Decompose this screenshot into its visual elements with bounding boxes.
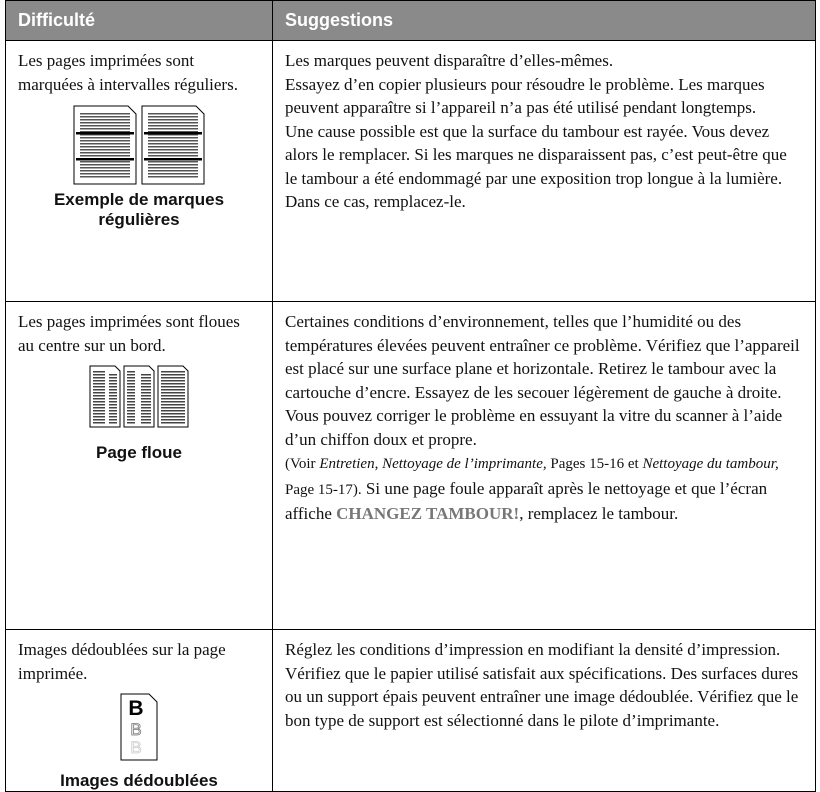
difficulty-text: Les pages imprimées sont floues au centr… — [18, 312, 240, 355]
header-cell: Difficulté — [5, 0, 273, 41]
paragraph: Dans ce cas, remplacez-le. — [285, 192, 466, 211]
suggestion-cell: Certaines conditions d’environnement, te… — [272, 301, 816, 630]
row: Les pages imprimées sont marquées à inte… — [5, 40, 816, 302]
illustration — [73, 105, 205, 185]
italic-text: Nettoyage de l’imprimante, — [382, 456, 547, 472]
italic-text: Entretien — [319, 456, 375, 472]
troubleshooting-table: Difficulté Suggestions Les pages imprimé… — [5, 0, 816, 792]
paragraph: (Voir Entretien, Nettoyage de l’impriman… — [285, 451, 803, 526]
text: , remplacez le tambour. — [519, 504, 679, 523]
paragraph: Essayez d’en copier plusieurs pour résou… — [285, 74, 765, 118]
paragraph: Une cause possible est que la surface du… — [285, 121, 787, 188]
bold-text: CHANGEZ TAMBOUR! — [336, 504, 520, 523]
caption: Images dédoublées — [60, 771, 218, 790]
text: Si une page foule apparaît après le nett… — [285, 478, 768, 524]
paragraph: Réglez les conditions d’impression en mo… — [285, 640, 799, 730]
text: , — [374, 456, 383, 472]
row: Images dédoublées sur la page imprimée. … — [5, 629, 816, 792]
illustration — [89, 365, 189, 428]
illustration-letter: B — [128, 697, 143, 720]
difficulty-cell: Les pages imprimées sont marquées à inte… — [5, 40, 273, 302]
text: Pages 15-16 et — [546, 456, 643, 472]
text: (Voir — [285, 456, 320, 472]
difficulty-text: Images dédoublées sur la page imprimée. — [18, 640, 226, 683]
difficulty-cell: Images dédoublées sur la page imprimée. … — [5, 629, 273, 792]
header-cell: Suggestions — [272, 0, 816, 41]
header-row: Difficulté Suggestions — [5, 0, 816, 41]
difficulty-text: Les pages imprimées sont marquées à inte… — [18, 51, 238, 94]
paragraph: Certaines conditions d’environnement, te… — [285, 312, 800, 449]
paragraph: Les marques peuvent disparaître d’elles-… — [285, 51, 614, 70]
caption: Exemple de marques régulières — [53, 190, 225, 229]
suggestion-cell: Les marques peuvent disparaître d’elles-… — [272, 40, 816, 302]
suggestion-cell: Réglez les conditions d’impression en mo… — [272, 629, 816, 792]
row: Les pages imprimées sont floues au centr… — [5, 301, 816, 630]
illustration-letter: B — [130, 720, 141, 739]
text: Page 15-17). — [285, 481, 362, 498]
caption: Page floue — [96, 443, 182, 462]
illustration-letter: B — [130, 738, 141, 757]
illustration: B B B — [120, 693, 158, 761]
difficulty-cell: Les pages imprimées sont floues au centr… — [5, 301, 273, 630]
italic-text: Nettoyage du tambour, — [642, 456, 779, 472]
